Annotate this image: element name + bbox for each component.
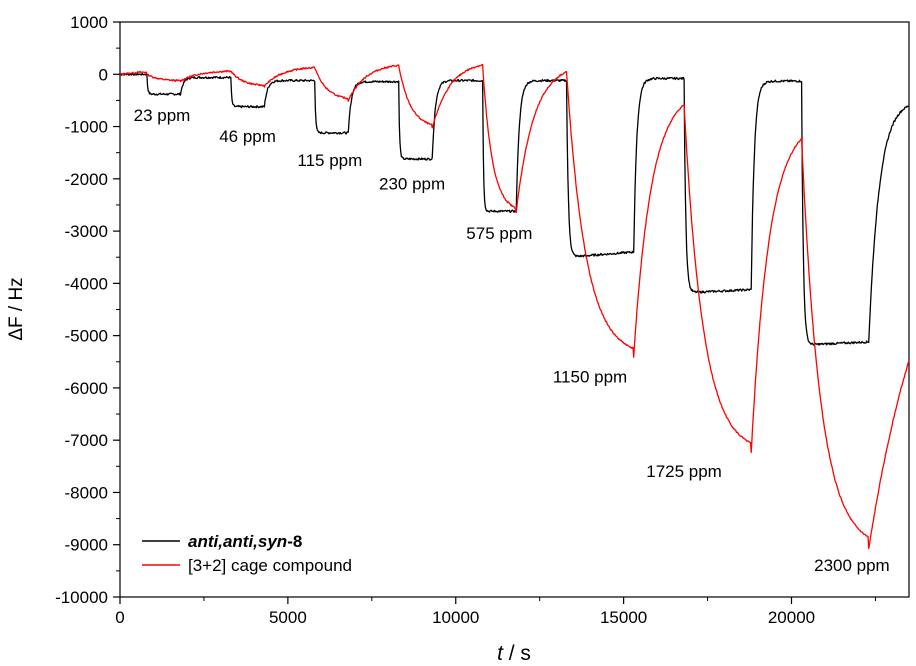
y-tick-label: -9000 <box>65 536 108 555</box>
y-tick-label: -5000 <box>65 327 108 346</box>
y-tick-label: -6000 <box>65 379 108 398</box>
series-layer <box>119 63 910 550</box>
y-tick-label: -4000 <box>65 274 108 293</box>
legend-label-cage-compound: [3+2] cage compound <box>188 556 352 575</box>
y-tick-label: -1000 <box>65 118 108 137</box>
y-tick-label: 0 <box>99 65 108 84</box>
y-tick-label: -10000 <box>55 588 108 607</box>
series-line-cage-compound <box>119 63 910 550</box>
y-tick-label: -8000 <box>65 483 108 502</box>
concentration-label: 2300 ppm <box>814 556 890 575</box>
concentration-label: 23 ppm <box>134 106 191 125</box>
plot-frame <box>119 21 910 598</box>
concentration-label: 230 ppm <box>379 174 445 193</box>
x-tick-label: 20000 <box>768 608 815 627</box>
x-tick-label: 10000 <box>432 608 479 627</box>
annotation-layer: 23 ppm 46 ppm 115 ppm 230 ppm 575 ppm 1150 pp… <box>134 106 890 575</box>
concentration-label: 46 ppm <box>219 127 276 146</box>
x-axis-title: t / s <box>497 642 531 665</box>
concentration-label: 575 ppm <box>466 224 532 243</box>
x-tick-label: 5000 <box>269 608 307 627</box>
y-tick-label: -7000 <box>65 431 108 450</box>
y-axis-title: ΔF / Hz <box>6 277 27 340</box>
y-tick-label: -2000 <box>65 170 108 189</box>
series-line-anti-anti-syn-8 <box>119 72 910 346</box>
x-tick-label: 0 <box>115 608 124 627</box>
y-tick-label: 1000 <box>70 13 108 32</box>
legend-label-anti-anti-syn-8: anti,anti,syn-8 <box>188 532 302 551</box>
axis-ticks: 0 5000 10000 15000 2000010000-1000-2000-3000… <box>55 13 876 627</box>
concentration-label: 115 ppm <box>297 151 362 170</box>
concentration-label: 1150 ppm <box>553 368 627 387</box>
y-tick-label: -3000 <box>65 222 108 241</box>
legend: anti,anti,syn-8 [3+2] cage compound <box>142 532 352 575</box>
x-tick-label: 15000 <box>600 608 647 627</box>
concentration-label: 1725 ppm <box>646 462 722 481</box>
